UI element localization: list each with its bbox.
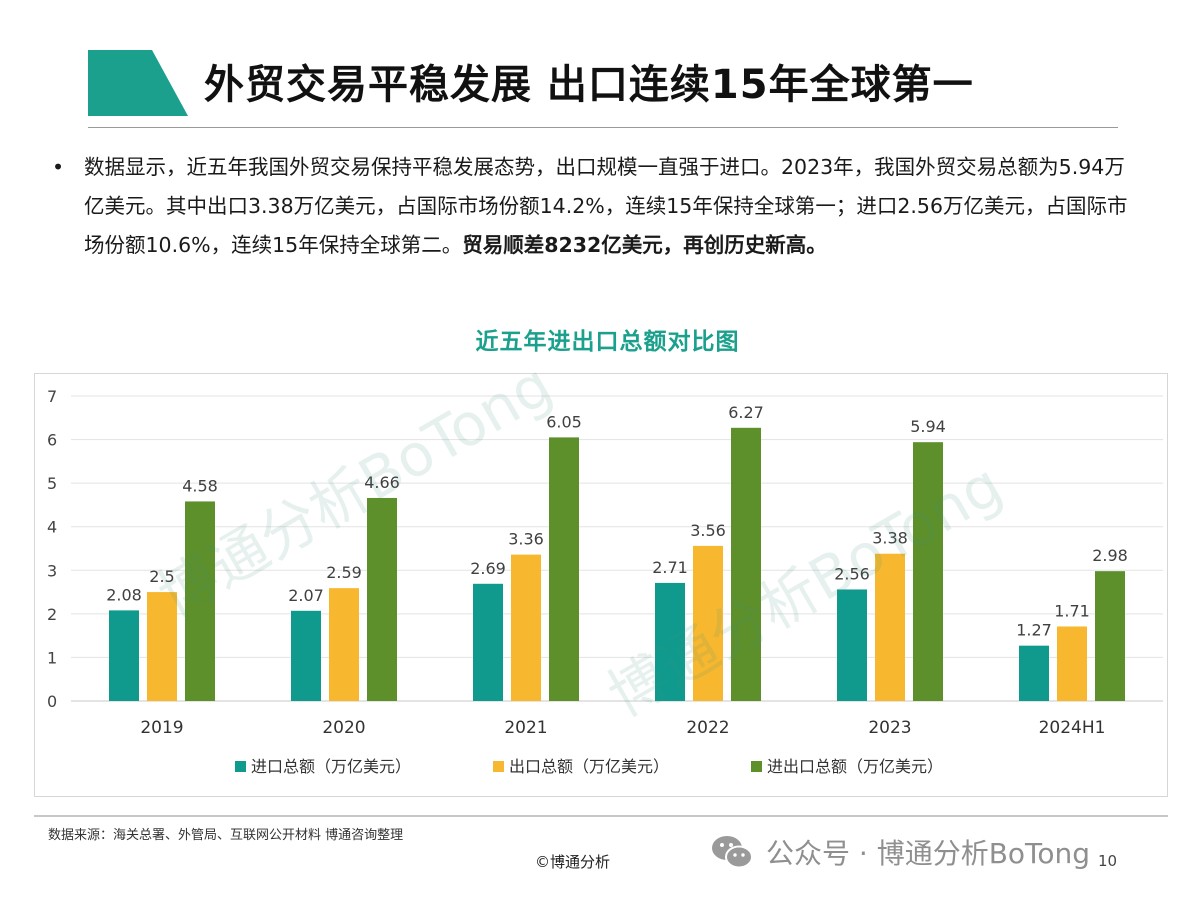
footer-divider — [34, 815, 1168, 817]
legend-label: 进口总额（万亿美元） — [251, 757, 411, 776]
bar — [875, 553, 905, 701]
bar — [511, 554, 541, 701]
bar — [1057, 626, 1087, 701]
data-label: 4.58 — [182, 476, 218, 495]
legend-swatch — [235, 761, 246, 772]
x-tick-label: 2022 — [686, 718, 729, 738]
data-label: 5.94 — [910, 417, 946, 436]
data-label: 3.38 — [872, 529, 908, 548]
bar — [693, 545, 723, 701]
chart-container: 0 1 2 3 4 5 6 7 2019 2.08 2.5 4.58 2020 2.07 2.59 4.66 2… — [34, 373, 1168, 797]
data-source-note: 数据来源：海关总署、外管局、互联网公开材料 博通咨询整理 — [48, 828, 404, 843]
data-label: 2.71 — [652, 558, 688, 577]
summary-bullet: • 数据显示，近五年我国外贸交易保持平稳发展态势，出口规模一直强于进口。2023… — [52, 148, 1132, 265]
data-label: 3.56 — [690, 521, 726, 540]
y-tick-label: 6 — [47, 431, 57, 450]
data-label: 2.56 — [834, 564, 870, 583]
y-tick-label: 2 — [47, 605, 57, 624]
x-tick-label: 2023 — [868, 718, 911, 738]
data-label: 2.07 — [288, 586, 324, 605]
bar — [109, 610, 139, 701]
title-divider — [88, 127, 1118, 128]
title-accent-shape — [88, 50, 188, 116]
data-label: 2.69 — [470, 559, 506, 578]
bar — [1095, 571, 1125, 701]
x-tick-label: 2020 — [322, 718, 365, 738]
summary-text: 数据显示，近五年我国外贸交易保持平稳发展态势，出口规模一直强于进口。2023年，… — [84, 148, 1132, 265]
y-tick-label: 1 — [47, 648, 57, 667]
data-label: 6.05 — [546, 412, 582, 431]
wechat-icon — [712, 836, 753, 869]
bar — [1019, 645, 1049, 701]
slide-title: 外贸交易平稳发展 出口连续15年全球第一 — [204, 62, 974, 108]
data-label: 4.66 — [364, 473, 400, 492]
summary-text-regular: 数据显示，近五年我国外贸交易保持平稳发展态势，出口规模一直强于进口。2023年，… — [84, 155, 1128, 257]
legend-swatch — [493, 761, 504, 772]
data-label: 2.5 — [149, 567, 174, 586]
bar — [147, 592, 177, 701]
y-tick-label: 3 — [47, 561, 57, 580]
bar — [367, 497, 397, 701]
data-label: 3.36 — [508, 530, 544, 549]
bar — [549, 437, 579, 701]
x-tick-label: 2019 — [140, 718, 183, 738]
bar — [913, 442, 943, 701]
legend-swatch — [751, 761, 762, 772]
y-tick-label: 0 — [47, 692, 57, 711]
y-tick-label: 5 — [47, 474, 57, 493]
data-label: 2.08 — [106, 585, 142, 604]
wechat-account-label: 公众号 · 博通分析BoTong — [766, 837, 1091, 870]
bar — [291, 610, 321, 701]
bar — [837, 589, 867, 701]
bar — [185, 501, 215, 701]
y-tick-label: 4 — [47, 518, 57, 537]
bar — [731, 427, 761, 701]
legend-label: 出口总额（万亿美元） — [509, 757, 669, 776]
data-label: 1.27 — [1016, 621, 1052, 640]
x-tick-label: 2024H1 — [1039, 718, 1106, 738]
chart-title: 近五年进出口总额对比图 — [475, 329, 740, 355]
summary-text-bold: 贸易顺差8232亿美元，再创历史新高。 — [462, 233, 827, 257]
wechat-account-watermark: 公众号 · 博通分析BoTong — [710, 832, 1090, 872]
bullet-symbol: • — [52, 155, 65, 179]
copyright-text: ©博通分析 — [535, 853, 611, 871]
x-tick-label: 2021 — [504, 718, 547, 738]
data-label: 1.71 — [1054, 601, 1090, 620]
y-tick-label: 7 — [47, 387, 57, 406]
bar — [655, 582, 685, 701]
bar-chart: 0 1 2 3 4 5 6 7 2019 2.08 2.5 4.58 2020 2.072.59 4.66 2… — [47, 387, 1163, 776]
data-label: 2.59 — [326, 563, 362, 582]
data-label: 6.27 — [728, 403, 764, 422]
page-number: 10 — [1098, 852, 1118, 870]
legend-label: 进出口总额（万亿美元） — [767, 757, 943, 776]
bar — [329, 588, 359, 701]
data-label: 2.98 — [1092, 546, 1128, 565]
bar — [473, 583, 503, 701]
